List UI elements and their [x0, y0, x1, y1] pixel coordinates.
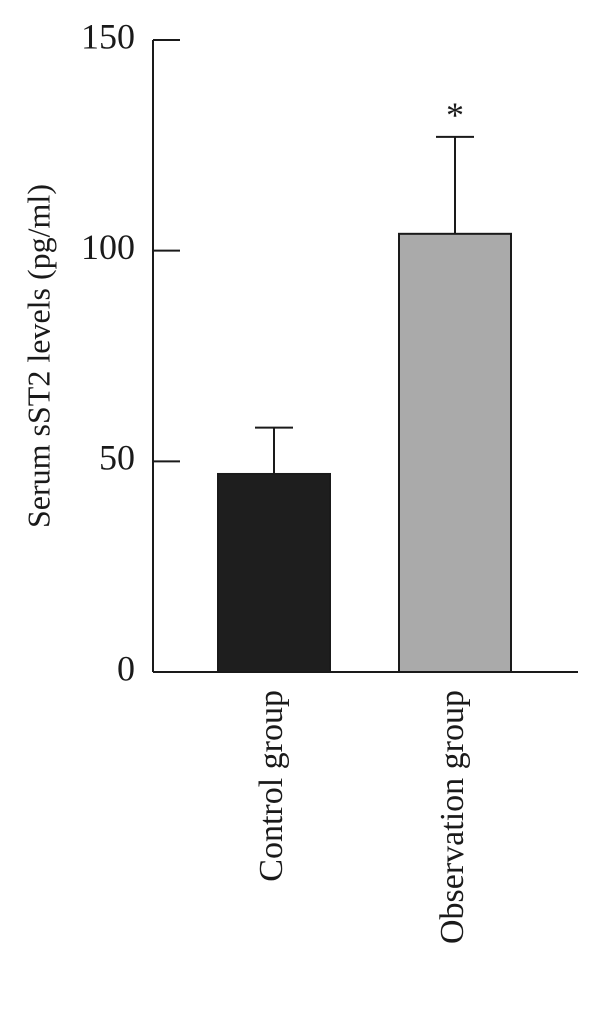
y-tick-label: 150 [81, 16, 135, 56]
y-axis-title: Serum sST2 levels (pg/ml) [20, 184, 56, 528]
bar [398, 232, 512, 674]
y-tick-label: 50 [99, 438, 135, 478]
bar [217, 472, 331, 673]
significance-mark: * [446, 95, 464, 135]
x-tick-label: Control group [253, 690, 290, 882]
x-tick-label: Observation group [434, 690, 471, 944]
y-tick-label: 0 [117, 648, 135, 688]
y-tick-label: 100 [81, 227, 135, 267]
